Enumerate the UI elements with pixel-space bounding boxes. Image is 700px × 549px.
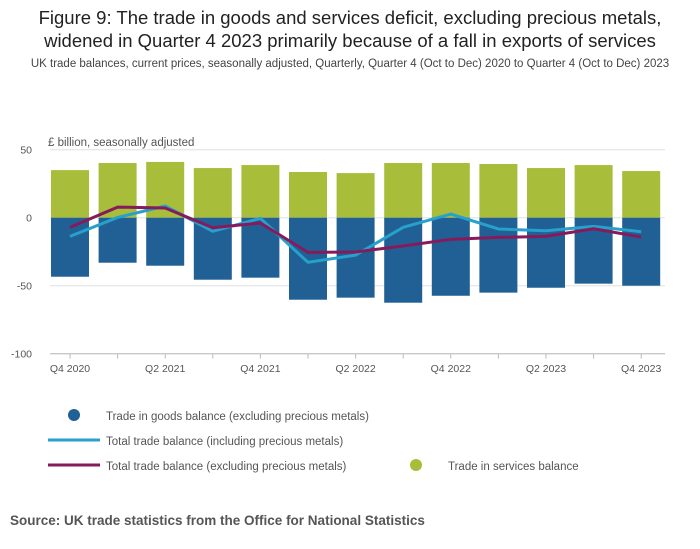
services-bar: [336, 173, 375, 218]
services-bar: [527, 168, 565, 218]
services-bar: [241, 165, 280, 218]
y-tick-label: 50: [20, 145, 32, 157]
services-bar: [289, 172, 327, 218]
x-tick-label: Q4 2020: [50, 363, 90, 375]
legend-services-label: Trade in services balance: [448, 461, 579, 473]
services-bar: [98, 163, 137, 218]
y-tick-label: -100: [11, 349, 32, 361]
total-incl-line: [69, 204, 642, 264]
y-tick-label: 0: [26, 213, 32, 225]
x-tick-label: Q4 2023: [621, 363, 661, 375]
services-bar: [622, 171, 661, 218]
services-bar: [193, 168, 232, 218]
services-bar: [431, 163, 470, 218]
legend-total-incl-label: Total trade balance (including precious …: [106, 436, 343, 448]
goods-bar: [622, 217, 661, 286]
goods-bar: [51, 217, 89, 277]
source-note: Source: UK trade statistics from the Off…: [10, 513, 425, 528]
services-bar: [51, 170, 89, 218]
goods-bar: [98, 217, 137, 263]
services-bar: [479, 163, 518, 218]
x-tick-label: Q2 2023: [526, 363, 566, 375]
x-tick-label: Q4 2021: [240, 363, 280, 375]
legend-total-excl-label: Total trade balance (excluding precious …: [106, 461, 347, 473]
legend-goods-marker: [68, 409, 80, 421]
y-tick-label: -50: [17, 281, 32, 293]
goods-bar: [146, 217, 185, 266]
goods-bar: [431, 217, 470, 296]
legend-goods-label: Trade in goods balance (excluding precio…: [106, 411, 369, 423]
x-tick-label: Q2 2022: [335, 363, 375, 375]
x-tick-label: Q4 2022: [431, 363, 471, 375]
chart-title: Figure 9: The trade in goods and service…: [38, 7, 662, 51]
chart-header: Figure 9: The trade in goods and service…: [0, 6, 700, 71]
goods-bar: [289, 217, 327, 300]
chart-subtitle: UK trade balances, current prices, seaso…: [30, 58, 670, 70]
x-tick-label: Q2 2021: [145, 363, 185, 375]
goods-bar: [241, 217, 280, 278]
y-axis-label: £ billion, seasonally adjusted: [48, 137, 194, 149]
services-bar: [574, 165, 613, 218]
total-excl-line: [69, 205, 642, 254]
goods-bar: [384, 217, 423, 303]
services-bar: [384, 163, 423, 218]
legend-services-marker: [410, 459, 422, 471]
